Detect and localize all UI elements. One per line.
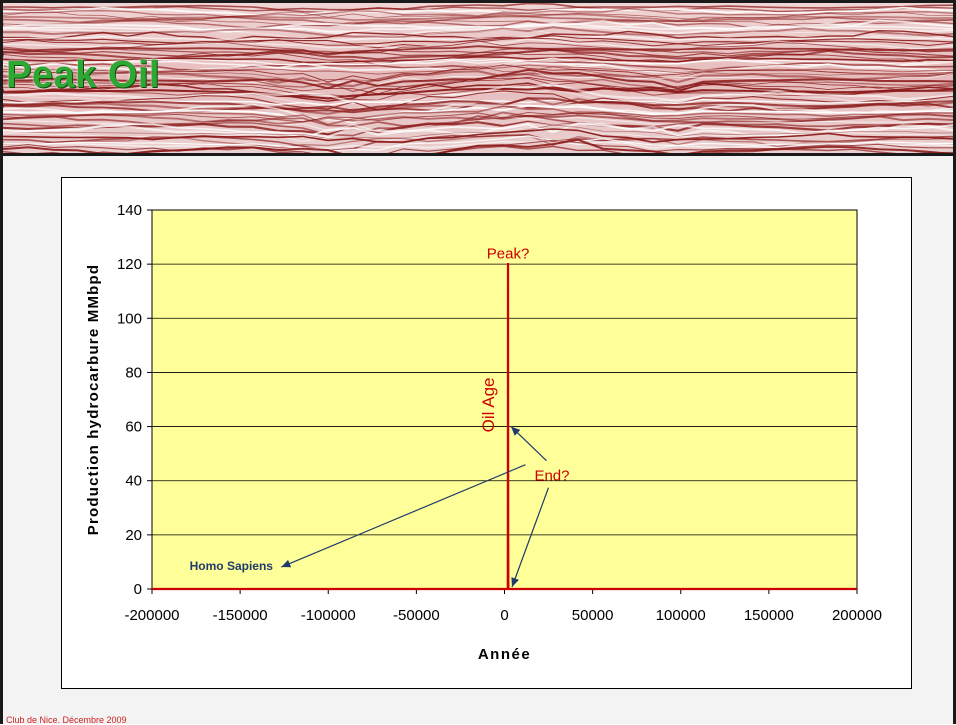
- y-tick-label: 80: [125, 364, 142, 381]
- arrow-to-homo-sapiens: [281, 464, 526, 568]
- arrow-to-end: [511, 487, 550, 588]
- x-tick-label: -50000: [393, 607, 440, 624]
- y-axis-label: Production hydrocarbure MMbpd: [85, 264, 102, 535]
- x-axis-label: Année: [478, 646, 531, 663]
- homo-sapiens-annotation: Homo Sapiens: [190, 559, 274, 573]
- banner-divider: [3, 153, 953, 156]
- series-line: [152, 263, 857, 591]
- x-tick-label: 150000: [744, 607, 794, 624]
- seismic-banner-image: [3, 3, 953, 153]
- x-tick-label: 0: [500, 607, 508, 624]
- x-tick-label: -100000: [301, 607, 356, 624]
- y-tick-label: 0: [134, 581, 142, 598]
- oil-age-annotation: Oil Age: [479, 378, 498, 433]
- x-tick-label: 100000: [656, 607, 706, 624]
- peak-annotation: Peak?: [487, 246, 530, 263]
- chart-svg: 0 20 40 60 80 100 120 140 -200000 -150000 -100000…: [85, 202, 882, 663]
- arrow-to-end-head: [511, 577, 519, 587]
- x-tick-label: 200000: [832, 607, 882, 624]
- x-tick-label: -200000: [124, 607, 179, 624]
- arrow-to-homo-sapiens-head: [281, 559, 292, 568]
- x-tick-label: -150000: [213, 607, 268, 624]
- footer-text: Club de Nice. Décembre 2009: [6, 715, 127, 725]
- y-tick-label: 120: [117, 256, 142, 273]
- y-tick-label: 60: [125, 419, 142, 436]
- x-tick-label: 50000: [572, 607, 614, 624]
- chart-container: 0 20 40 60 80 100 120 140 -200000 -150000 -100000…: [61, 177, 912, 689]
- y-tick-label: 100: [117, 310, 142, 327]
- arrow-to-oil-age-head: [511, 426, 521, 436]
- slide-title: Peak Oil: [6, 54, 160, 96]
- y-tick-label: 20: [125, 527, 142, 544]
- end-annotation: End?: [534, 468, 569, 485]
- seismic-section-image: [3, 3, 953, 153]
- y-tick-label: 140: [117, 202, 142, 219]
- plot-area: [151, 209, 858, 590]
- y-tick-label: 40: [125, 473, 142, 490]
